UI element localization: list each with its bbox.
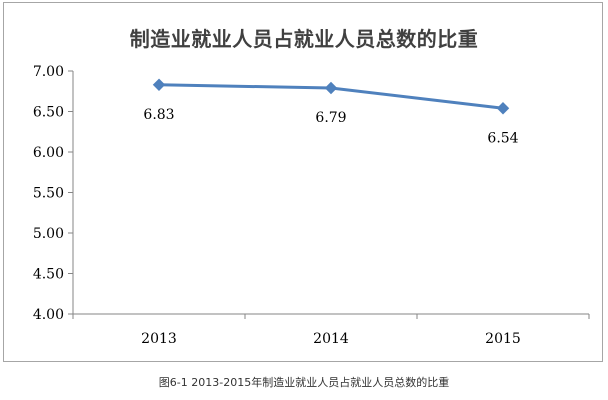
chart-frame: 制造业就业人员占就业人员总数的比重 4.00 4.50 5.00 5.50 6.00 6.… <box>3 2 603 362</box>
data-point-marker <box>152 78 166 91</box>
chart-title: 制造业就业人员占就业人员总数的比重 <box>129 27 479 51</box>
x-axis: 2013 2014 2015 <box>72 313 590 347</box>
data-label: 6.83 <box>143 107 174 123</box>
figure-caption: 图6-1 2013-2015年制造业就业人员占就业人员总数的比重 <box>158 376 450 389</box>
data-label: 6.79 <box>315 110 346 126</box>
x-tick-label: 2015 <box>485 331 521 347</box>
data-labels: 6.83 6.79 6.54 <box>143 107 518 146</box>
series-group <box>152 78 510 115</box>
data-point-marker <box>324 81 338 95</box>
y-tick-label: 4.50 <box>33 267 64 283</box>
line-chart: 4.004.505.005.506.006.507.00 2013 2014 201… <box>33 64 590 347</box>
x-tick-label: 2014 <box>313 331 349 347</box>
y-tick-label: 6.00 <box>33 145 64 161</box>
data-label: 6.54 <box>487 130 518 146</box>
y-tick-label: 5.50 <box>33 186 64 202</box>
y-axis: 4.00 4.50 5.00 5.50 6.00 6.50 7.00 <box>33 64 74 323</box>
y-tick-label: 7.00 <box>33 64 64 80</box>
y-tick-label: 5.00 <box>33 226 64 242</box>
y-tick-label: 4.00 <box>33 307 64 323</box>
y-tick-label: 6.50 <box>33 105 64 121</box>
data-point-marker <box>496 102 510 115</box>
x-tick-label: 2013 <box>141 331 177 347</box>
